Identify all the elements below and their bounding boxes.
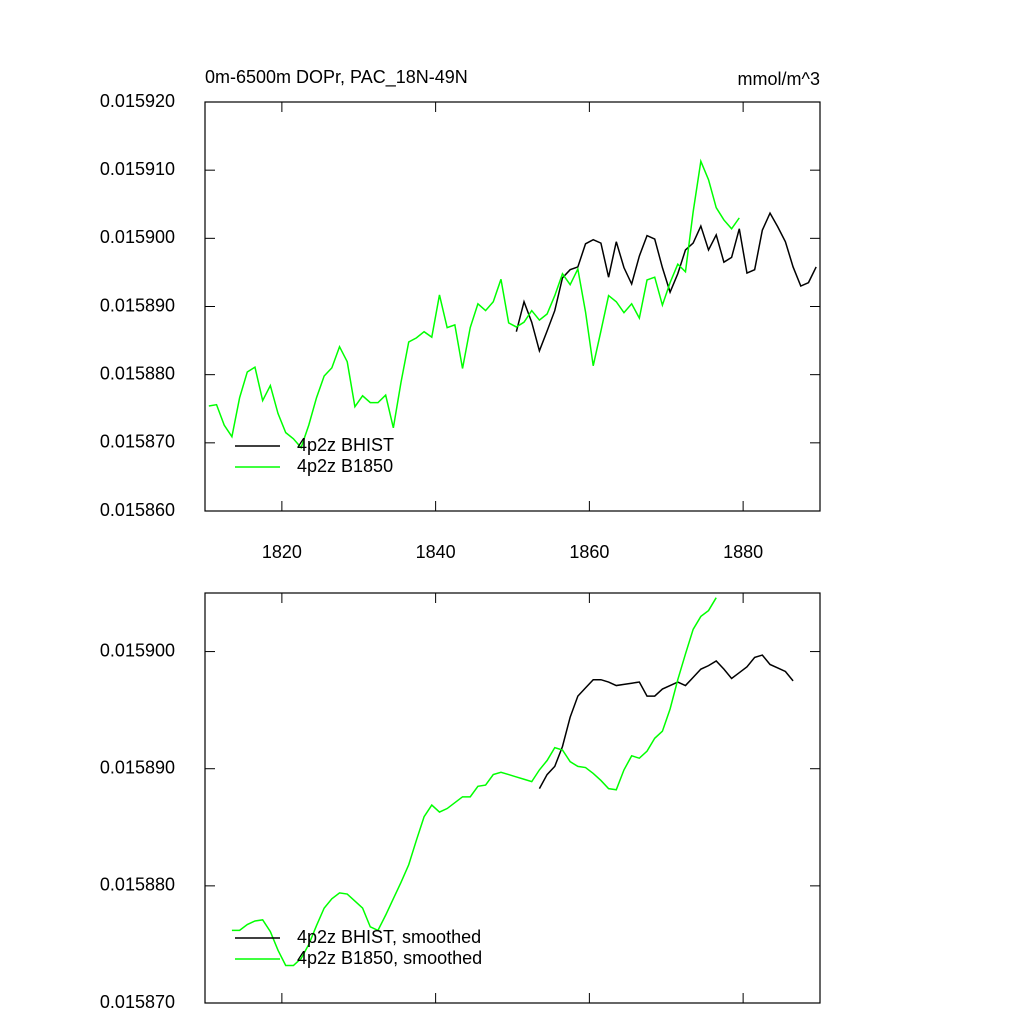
legend-label: 4p2z BHIST: [297, 435, 394, 455]
y-tick-label: 0.015900: [100, 227, 175, 247]
legend-label: 4p2z B1850: [297, 456, 393, 476]
units-label: mmol/m^3: [738, 69, 820, 89]
y-tick-label: 0.015920: [100, 91, 175, 111]
y-tick-label: 0.015900: [100, 640, 175, 660]
y-tick-label: 0.015880: [100, 875, 175, 895]
series-line: [208, 158, 740, 450]
y-tick-label: 0.015860: [100, 500, 175, 520]
y-tick-label: 0.015910: [100, 159, 175, 179]
x-tick-label: 1880: [723, 542, 763, 562]
legend-label: 4p2z BHIST, smoothed: [297, 927, 481, 947]
plot-frame: [204, 592, 821, 1004]
y-tick-label: 0.015890: [100, 757, 175, 777]
y-tick-label: 0.015870: [100, 432, 175, 452]
x-tick-label: 1820: [262, 542, 302, 562]
series-line: [538, 654, 794, 789]
series-line: [231, 597, 717, 967]
y-tick-label: 0.015880: [100, 363, 175, 383]
legend-label: 4p2z B1850, smoothed: [297, 948, 482, 968]
y-tick-label: 0.015890: [100, 295, 175, 315]
y-tick-label: 0.015870: [100, 992, 175, 1012]
x-tick-label: 1860: [569, 542, 609, 562]
series-line: [515, 211, 817, 354]
chart-title: 0m-6500m DOPr, PAC_18N-49N: [205, 67, 468, 88]
x-tick-label: 1840: [416, 542, 456, 562]
